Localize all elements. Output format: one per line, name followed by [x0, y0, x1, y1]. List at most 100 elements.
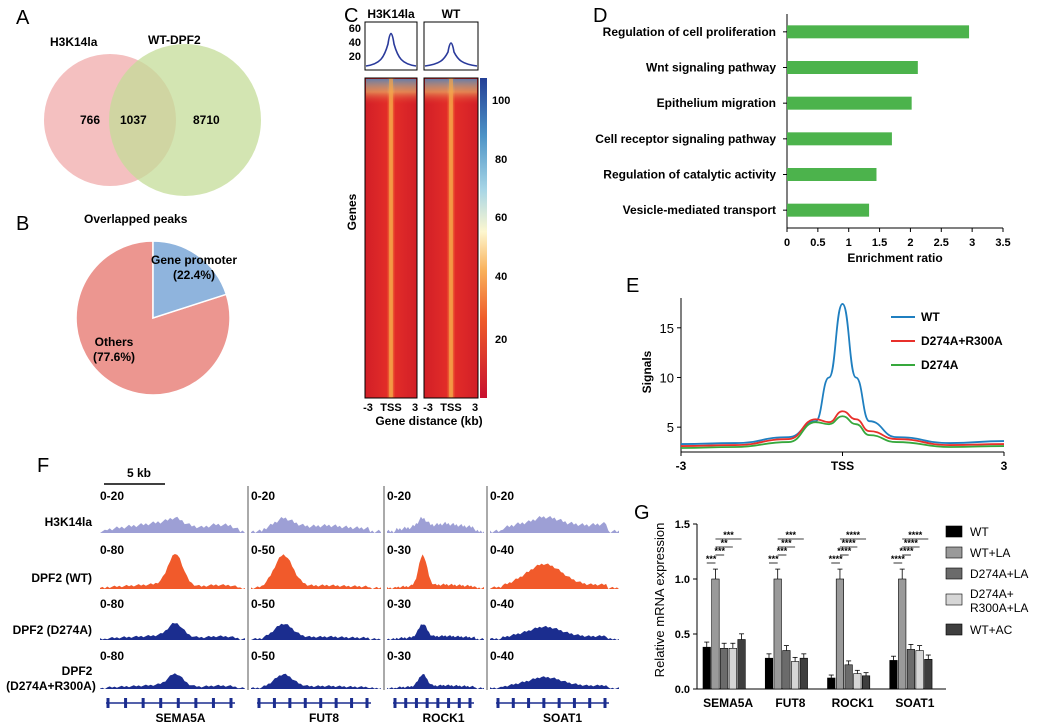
track-row-wt: DPF2 (WT)	[31, 571, 92, 585]
panel-label-f: F	[37, 455, 49, 477]
signal-series-line	[680, 415, 1005, 449]
mrna-sig-stars: **	[721, 538, 729, 548]
track-range-label: 0-20	[100, 489, 124, 503]
track-signal	[490, 625, 619, 640]
gene-name-label: SEMA5A	[155, 711, 205, 725]
gene-model-exon	[542, 698, 546, 708]
enrichment-x-tick-label: 2	[907, 237, 913, 249]
gene-model-exon	[457, 698, 461, 708]
gene-model-exon	[404, 698, 408, 708]
enrichment-bar	[787, 132, 892, 146]
mrna-category-label: SOAT1	[895, 696, 934, 710]
enrichment-bar	[787, 168, 877, 181]
signal-chart: 15 10 5 -3 TSS 3 WT D274A+R300A D274A	[660, 298, 1008, 473]
track-range-label: 0-80	[100, 649, 124, 663]
signal-y-tick-label: 15	[660, 321, 674, 336]
track-range-label: 0-40	[490, 543, 514, 557]
mrna-bar	[737, 639, 746, 690]
mrna-legend-label: R300A+LA	[970, 601, 1028, 615]
panel-f: F 5 kb H3K14la DPF2 (WT) DPF2 (D274A) DP…	[6, 455, 619, 725]
gene-model-exon	[511, 698, 515, 708]
gene-model-exon	[603, 698, 607, 708]
mrna-sig-stars: ****	[846, 530, 861, 540]
enrichment-x-tick-label: 3	[969, 237, 975, 249]
mrna-bar	[782, 650, 791, 690]
signal-y-tick-label: 10	[660, 370, 674, 385]
track-range-label: 0-30	[387, 597, 411, 611]
profile-box-2	[423, 21, 479, 71]
mrna-bar	[720, 647, 729, 690]
enrichment-x-tick-label: 0.5	[810, 237, 825, 249]
venn-right-only: 8710	[193, 113, 220, 127]
panel-b: B Overlapped peaks Gene promoter (22.4%)…	[16, 212, 237, 396]
panel-label-g: G	[634, 502, 650, 524]
track-signal	[490, 676, 619, 689]
gene-model-exon	[436, 698, 440, 708]
mrna-bar	[702, 646, 711, 690]
panel-e: E 15 10 5 -3 TSS 3 WT D274A+R300A D274A Signals	[626, 275, 1008, 473]
enrichment-x-tick-label: 2.5	[934, 237, 949, 249]
mrna-bar	[853, 673, 862, 690]
gene-model-exon	[141, 698, 145, 708]
mrna-bar	[898, 578, 907, 690]
gene-model-exon	[257, 698, 261, 708]
panel-c: C H3K14la WT 60 40 20 100 80 60 40 20 Ge…	[344, 5, 510, 428]
mrna-sig-stars: ***	[706, 554, 717, 564]
gene-model-exon	[393, 698, 397, 708]
mrna-bar	[773, 578, 782, 690]
mrna-y-tick-label: 0.0	[675, 684, 690, 696]
mrna-legend-swatch	[945, 593, 963, 606]
mrna-sig-stars: ****	[900, 546, 915, 556]
track-range-label: 0-20	[490, 489, 514, 503]
mrna-sig-stars: ***	[777, 546, 788, 556]
signal-y-tick-label: 5	[667, 420, 674, 435]
track-signal	[100, 516, 245, 533]
mrna-sig-stars: ****	[904, 538, 919, 548]
venn-overlap: 1037	[120, 113, 147, 127]
mrna-bar	[711, 578, 720, 690]
signal-x-tick-label: 3	[1001, 459, 1008, 473]
mrna-ylabel: Relative mRNA expression	[652, 523, 667, 678]
signal-ylabel: Signals	[640, 350, 654, 393]
enrichment-category-label: Regulation of catalytic activity	[603, 168, 776, 182]
mrna-bar	[799, 657, 808, 690]
track-range-label: 0-40	[490, 649, 514, 663]
track-signal	[251, 517, 381, 533]
mrna-category-label: FUT8	[775, 696, 805, 710]
mrna-chart: 0.00.51.01.5***********SEMA5A***********…	[675, 519, 1029, 710]
mrna-bar	[861, 675, 871, 690]
heatmap-sample-1: H3K14la	[367, 7, 415, 21]
mrna-sig-stars: ****	[829, 554, 844, 564]
venn-right-circle	[109, 44, 261, 196]
heatmap-x-2-left: -3	[423, 402, 433, 414]
enrichment-x-tick-label: 0	[784, 237, 790, 249]
genome-tracks: 0-20 0-80 0-80 0-80 SEMA5A 0-20 0-50 0-50 0-50 FU…	[100, 486, 619, 725]
panel-label-e: E	[626, 275, 639, 297]
heatmap-ylabel: Genes	[345, 193, 359, 230]
gene-name-label: SOAT1	[543, 711, 582, 725]
pie-promoter-pct: (22.4%)	[173, 268, 215, 282]
scale-label: 5 kb	[127, 466, 151, 480]
mrna-sig-stars: ***	[768, 554, 779, 564]
track-range-label: 0-50	[251, 543, 275, 557]
mrna-y-tick-label: 1.0	[675, 574, 690, 586]
pie-title: Overlapped peaks	[84, 212, 188, 226]
profile-tick-20: 20	[349, 51, 361, 63]
gene-model-exon	[365, 698, 369, 708]
track-signal	[387, 674, 484, 689]
enrichment-category-label: Epithelium migration	[657, 96, 776, 110]
mrna-y-tick-label: 0.5	[675, 629, 690, 641]
gene-model-exon	[557, 698, 561, 708]
signal-x-tick-label: TSS	[831, 459, 854, 473]
venn-left-only: 766	[80, 113, 100, 127]
colorbar-tick-40: 40	[495, 271, 507, 283]
gene-model-exon	[350, 698, 354, 708]
gene-model-exon	[176, 698, 180, 708]
panel-a: A H3K14la WT-DPF2 766 1037 8710	[16, 7, 261, 196]
enrichment-x-tick-label: 3.5	[995, 237, 1010, 249]
track-range-label: 0-40	[490, 597, 514, 611]
mrna-bar	[906, 649, 915, 690]
mrna-y-tick-label: 1.5	[675, 519, 690, 531]
mrna-sig-stars: ***	[781, 538, 792, 548]
